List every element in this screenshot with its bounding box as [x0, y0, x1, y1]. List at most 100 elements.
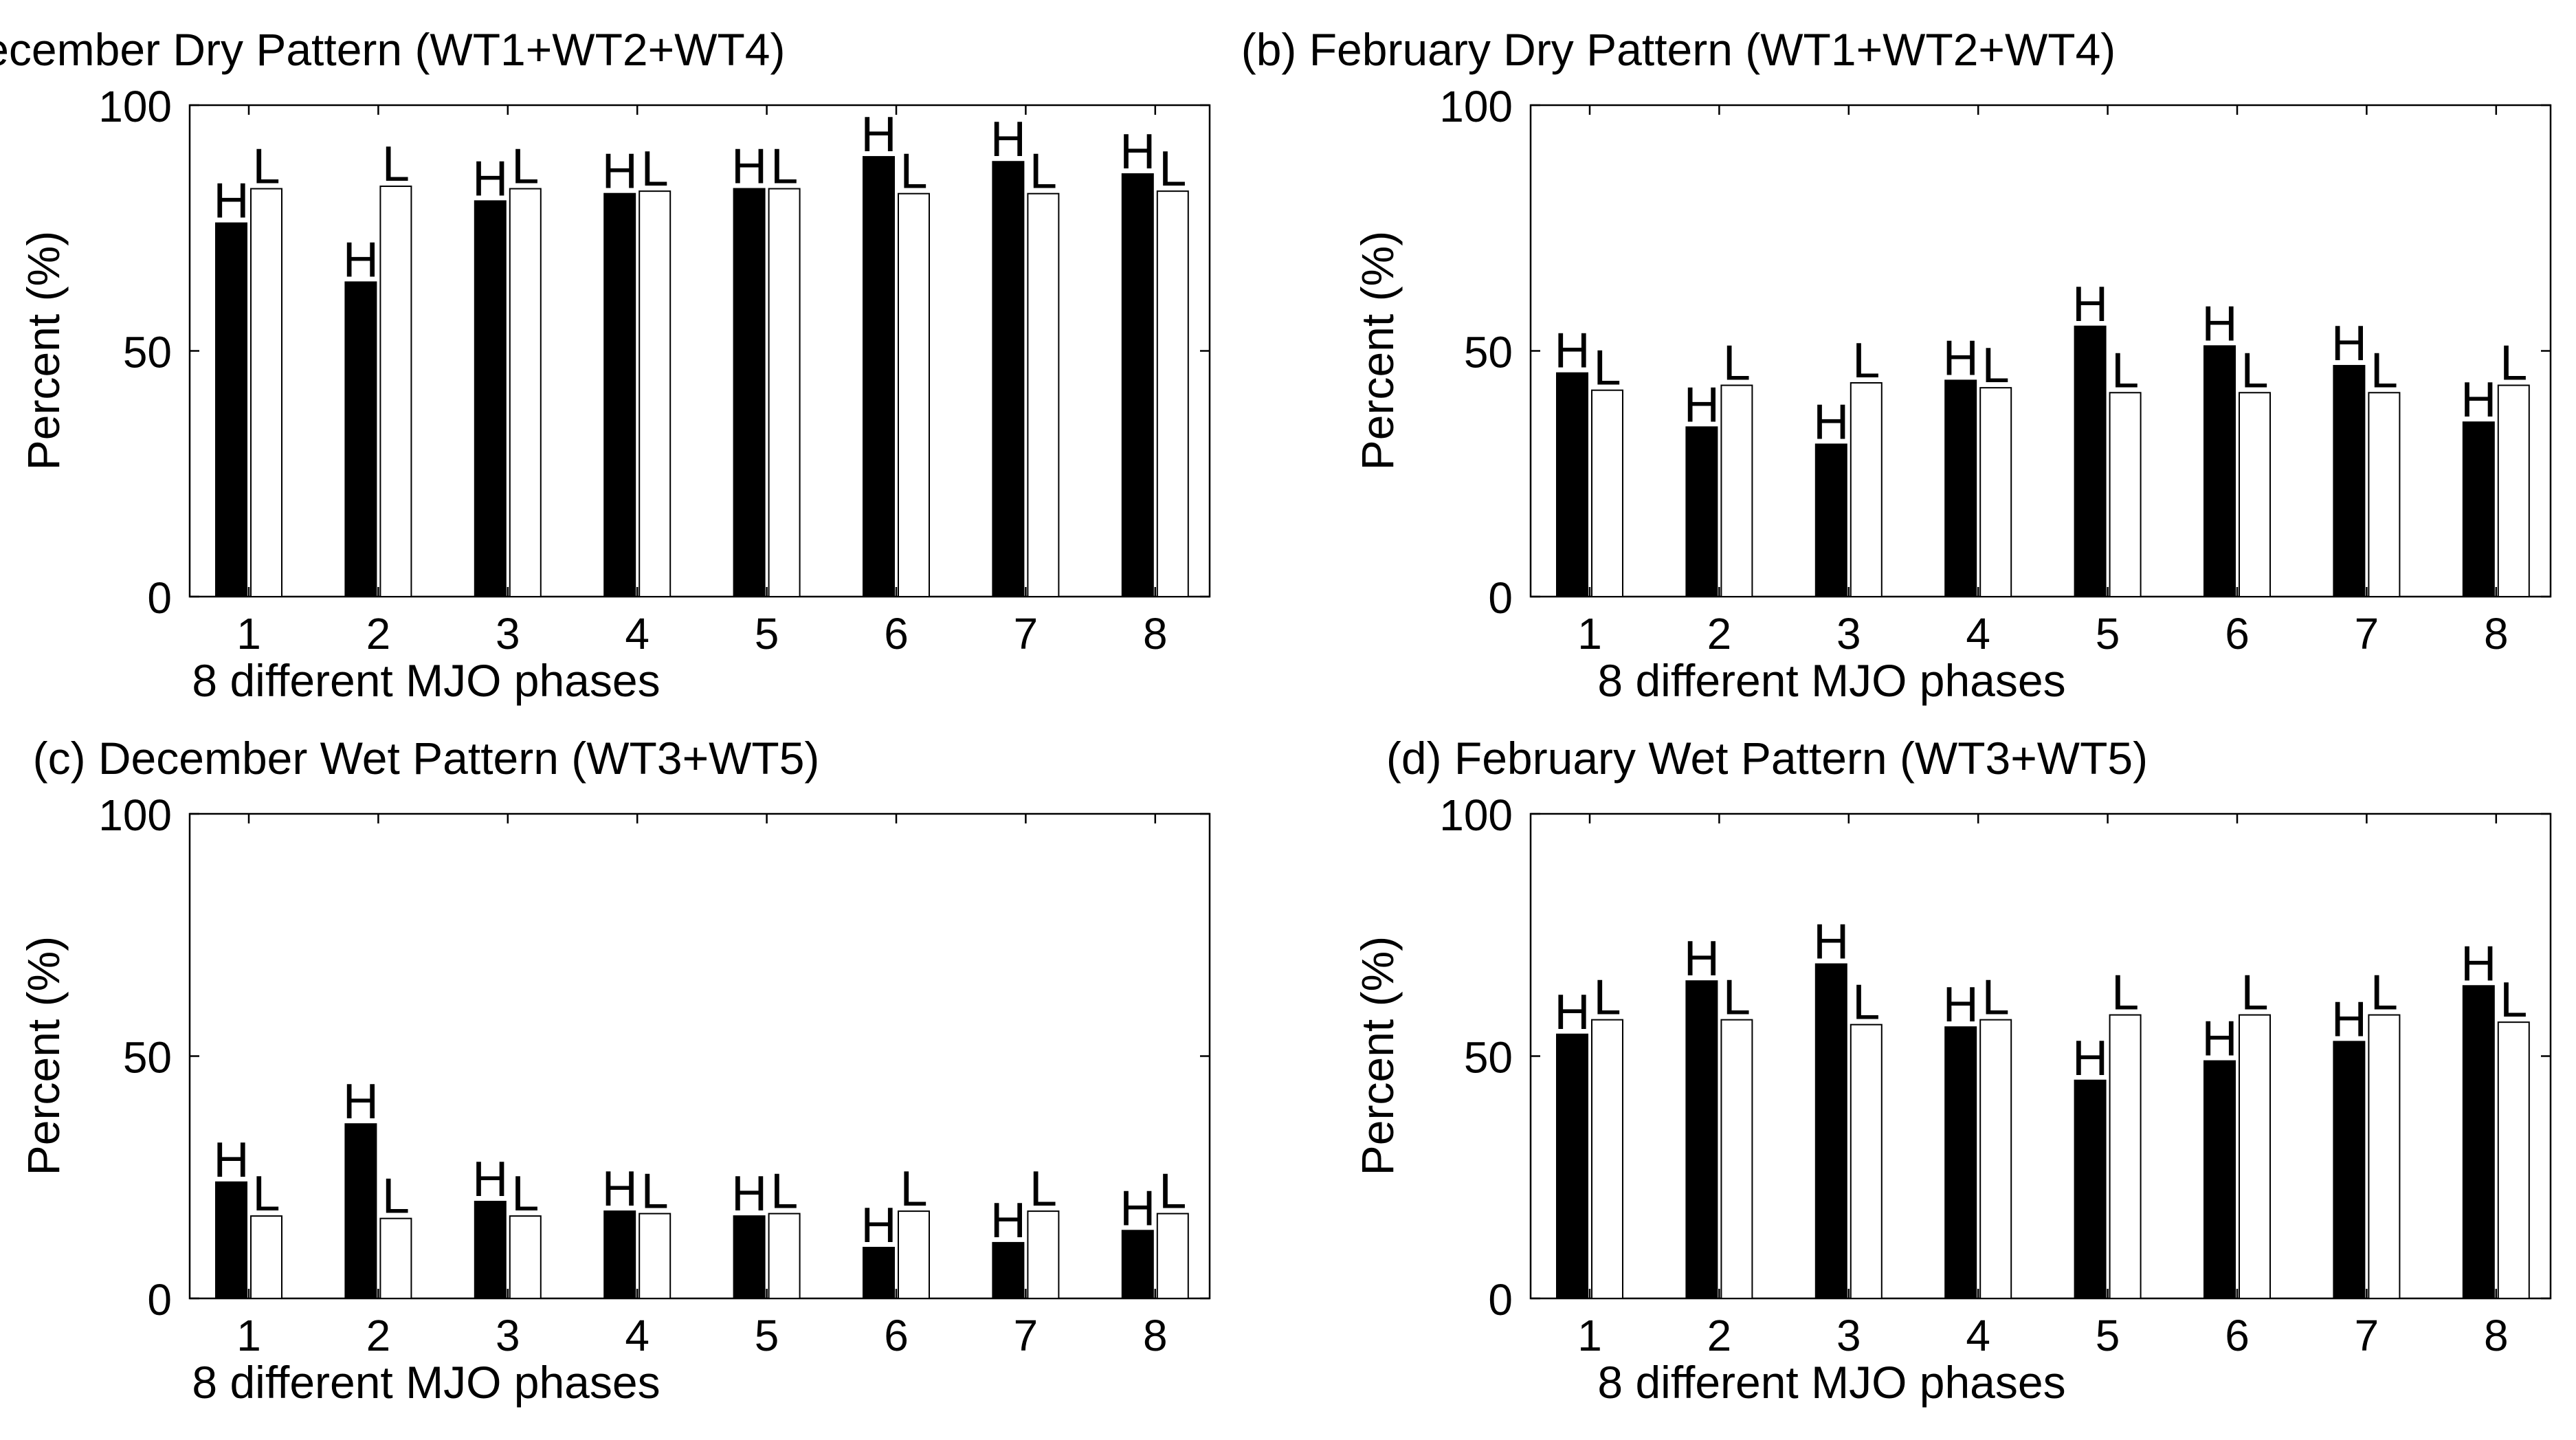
panel-d-bar-H-phase-2 [1685, 980, 1718, 1299]
panel-a-label-L-phase-7: L [1030, 144, 1057, 199]
panel-b-bar-H-phase-5 [2074, 325, 2107, 597]
panel-a-label-L-phase-4: L [641, 142, 669, 197]
panel-c-xtick-label-8: 8 [1143, 1311, 1168, 1360]
panel-c-bar-H-phase-5 [733, 1215, 766, 1300]
panel-c-bar-H-phase-3 [474, 1201, 507, 1299]
panel-b-label-H-phase-3: H [1813, 395, 1849, 450]
panel-b-xtick-label-5: 5 [2096, 609, 2120, 658]
panel-a-bar-L-phase-6 [898, 192, 930, 597]
panel-c-label-H-phase-8: H [1120, 1181, 1155, 1236]
panel-b-bar-H-phase-7 [2333, 364, 2366, 597]
panel-a-label-H-phase-4: H [602, 144, 638, 199]
panel-d-ylabel: Percent (%) [1352, 936, 1403, 1175]
panel-c-ytick-50: 50 [123, 1033, 172, 1083]
panel-d-label-H-phase-6: H [2202, 1012, 2238, 1067]
panel-a-label-H-phase-6: H [861, 107, 897, 162]
panel-c-bar-H-phase-7 [992, 1241, 1025, 1299]
panel-c-label-L-phase-8: L [1159, 1164, 1186, 1219]
panel-a-label-H-phase-1: H [214, 174, 249, 229]
panel-c-label-H-phase-1: H [214, 1133, 249, 1188]
panel-d-label-L-phase-1: L [1593, 971, 1621, 1026]
panel-c-bar-L-phase-5 [768, 1212, 801, 1299]
panel-a-label-L-phase-1: L [252, 140, 280, 195]
panel-b-label-L-phase-1: L [1593, 341, 1621, 396]
panel-d-xlabel: 8 different MJO phases [1597, 1357, 2065, 1408]
panel-a-bar-H-phase-8 [1121, 173, 1154, 598]
panel-c-xtick-label-7: 7 [1014, 1311, 1039, 1360]
panel-d-label-L-phase-6: L [2241, 966, 2268, 1021]
panel-d-ytick-100: 100 [1439, 790, 1513, 840]
panel-b-xlabel: 8 different MJO phases [1597, 655, 2065, 706]
panel-d-bar-L-phase-3 [1850, 1023, 1883, 1299]
panel-a-ytick-100: 100 [98, 82, 172, 131]
panel-b-bar-H-phase-4 [1944, 379, 1977, 597]
panel-a-xtick-label-5: 5 [755, 609, 779, 658]
panel-c-label-H-phase-5: H [731, 1166, 767, 1221]
panel-a-xtick-label-8: 8 [1143, 609, 1168, 658]
panel-d-label-L-phase-5: L [2111, 966, 2139, 1021]
panel-c-bar-L-phase-4 [639, 1212, 671, 1299]
panel-d-xtick-label-1: 1 [1577, 1311, 1602, 1360]
panel-b-bar-L-phase-7 [2368, 392, 2401, 597]
panel-d-bar-L-phase-4 [1979, 1019, 2012, 1299]
panel-b-xtick-label-3: 3 [1836, 609, 1861, 658]
panel-c-ytick-100: 100 [98, 790, 172, 840]
panel-d-xtick-label-5: 5 [2096, 1311, 2120, 1360]
panel-b-label-H-phase-7: H [2331, 316, 2367, 371]
panel-a-title: (a) December Dry Pattern (WT1+WT2+WT4) [0, 24, 785, 75]
panel-c: (c) December Wet Pattern (WT3+WT5) 1HL2H… [18, 733, 1211, 1408]
panel-a-ytick-50: 50 [123, 328, 172, 377]
panel-a-bar-H-phase-1 [215, 222, 247, 598]
panel-d-bar-H-phase-5 [2074, 1079, 2107, 1299]
panel-a-label-L-phase-5: L [770, 140, 798, 195]
panel-a-label-L-phase-3: L [511, 140, 539, 195]
panel-c-label-L-phase-4: L [641, 1164, 669, 1219]
panel-a-xtick-label-4: 4 [625, 609, 649, 658]
panel-a-bar-H-phase-3 [474, 200, 507, 598]
panel-b-label-L-phase-5: L [2111, 343, 2139, 398]
panel-b-bar-H-phase-6 [2203, 345, 2236, 597]
panel-a-label-H-phase-7: H [990, 112, 1026, 167]
panel-b-title: (b) February Dry Pattern (WT1+WT2+WT4) [1241, 24, 2116, 75]
panel-d-ytick-0: 0 [1488, 1275, 1513, 1325]
panel-c-label-L-phase-6: L [900, 1162, 927, 1217]
panel-c-label-L-phase-5: L [770, 1164, 798, 1219]
panel-a-label-H-phase-5: H [731, 140, 767, 195]
panel-b-label-H-phase-5: H [2072, 277, 2108, 332]
panel-d-ytick-50: 50 [1464, 1033, 1513, 1083]
panel-b-label-L-phase-3: L [1852, 333, 1880, 388]
panel-b-xtick-label-2: 2 [1707, 609, 1732, 658]
panel-d-bar-H-phase-7 [2333, 1041, 2366, 1299]
panel-b-label-H-phase-6: H [2202, 296, 2238, 351]
panel-b-ytick-0: 0 [1488, 573, 1513, 623]
panel-a-label-H-phase-2: H [343, 232, 379, 287]
panel-c-bar-H-phase-2 [344, 1123, 377, 1300]
panel-b-bar-L-phase-5 [2109, 392, 2142, 597]
panel-b-xtick-label-4: 4 [1966, 609, 1990, 658]
panel-d-label-H-phase-3: H [1813, 915, 1849, 970]
panel-a-label-H-phase-3: H [472, 151, 508, 206]
panel-c-bar-L-phase-8 [1156, 1212, 1189, 1299]
panel-c-bar-L-phase-6 [898, 1210, 930, 1299]
panel-a-bar-L-phase-5 [768, 188, 801, 598]
panel-b-label-H-phase-2: H [1684, 377, 1720, 432]
panel-c-xlabel: 8 different MJO phases [192, 1357, 660, 1408]
panel-c-bar-L-phase-2 [379, 1217, 412, 1299]
panel-a-bar-H-phase-2 [344, 281, 377, 597]
panel-c-label-H-phase-6: H [861, 1198, 897, 1253]
panel-b-label-L-phase-2: L [1723, 336, 1751, 391]
panel-d-bar-L-phase-1 [1591, 1019, 1623, 1299]
panel-d-label-H-phase-5: H [2072, 1031, 2108, 1086]
panel-c-label-H-phase-3: H [472, 1152, 508, 1207]
panel-d-xtick-label-7: 7 [2355, 1311, 2379, 1360]
panel-a-bar-H-phase-6 [863, 156, 895, 597]
panel-d-label-H-phase-2: H [1684, 931, 1720, 986]
panel-b: (b) February Dry Pattern (WT1+WT2+WT4) 1… [1241, 24, 2552, 706]
panel-a-xtick-label-3: 3 [496, 609, 520, 658]
panel-a-bar-L-phase-8 [1156, 190, 1189, 597]
panel-c-label-L-phase-7: L [1030, 1162, 1057, 1217]
